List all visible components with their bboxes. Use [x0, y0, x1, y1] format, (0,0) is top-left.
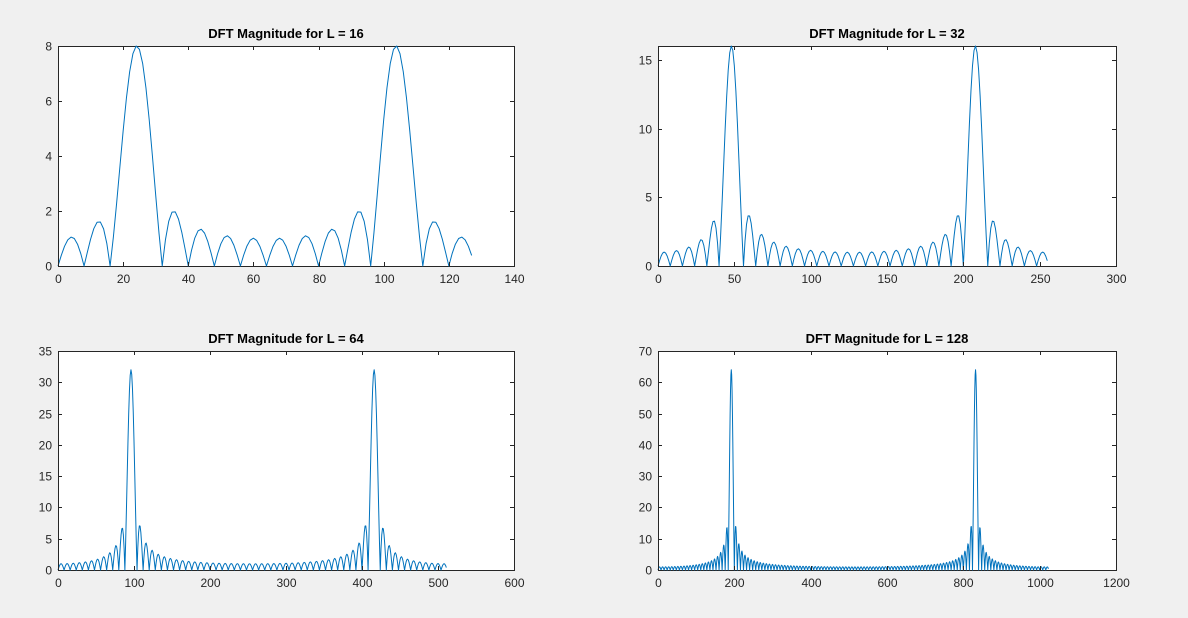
x-tick-label: 600	[877, 576, 897, 590]
series-group	[657, 45, 1048, 267]
x-axis-ticks: 0 20 40 60 80 100 120 140	[55, 46, 525, 286]
y-tick-label: 0	[45, 260, 52, 274]
axes-box	[658, 46, 1117, 267]
x-axis-ticks: 0 200 400 600 800 1000 1200	[655, 351, 1130, 590]
x-tick-label: 800	[953, 576, 973, 590]
x-tick-label: 100	[801, 272, 821, 286]
subplot-l16: DFT Magnitude for L = 16 0 20 40 60 80 100 120…	[45, 26, 525, 286]
x-axis-ticks: 0 50 100 150 200 250 300	[655, 46, 1127, 286]
y-tick-label: 5	[645, 191, 652, 205]
x-tick-label: 0	[55, 272, 62, 286]
chart-title: DFT Magnitude for L = 16	[208, 26, 363, 41]
x-tick-label: 20	[117, 272, 131, 286]
x-tick-label: 200	[953, 272, 973, 286]
y-tick-label: 30	[639, 470, 653, 484]
x-tick-label: 40	[182, 272, 196, 286]
y-axis-ticks: 0 5 10 15	[639, 54, 1116, 274]
chart-title: DFT Magnitude for L = 64	[208, 331, 364, 346]
x-tick-label: 300	[1106, 272, 1126, 286]
x-tick-label: 60	[247, 272, 261, 286]
x-tick-label: 100	[124, 576, 144, 590]
y-tick-label: 4	[45, 150, 52, 164]
x-tick-label: 80	[313, 272, 327, 286]
y-tick-label: 40	[639, 439, 653, 453]
chart-title: DFT Magnitude for L = 128	[806, 331, 969, 346]
x-axis-ticks: 0 100 200 300 400 500 600	[55, 351, 525, 590]
y-tick-label: 15	[639, 54, 653, 68]
x-tick-label: 500	[428, 576, 448, 590]
x-tick-label: 1200	[1103, 576, 1130, 590]
y-tick-label: 35	[39, 345, 53, 359]
x-tick-label: 50	[728, 272, 742, 286]
series-group	[57, 45, 473, 267]
y-tick-label: 60	[639, 376, 653, 390]
x-tick-label: 1000	[1027, 576, 1054, 590]
y-tick-label: 70	[639, 345, 653, 359]
x-tick-label: 0	[55, 576, 62, 590]
y-axis-ticks: 0 2 4 6 8	[45, 40, 514, 274]
x-tick-label: 0	[655, 576, 662, 590]
y-tick-label: 50	[639, 408, 653, 422]
y-tick-label: 8	[45, 40, 52, 54]
y-tick-label: 10	[639, 533, 653, 547]
x-tick-label: 600	[504, 576, 524, 590]
subplot-l32: DFT Magnitude for L = 32 0 50 100 150 200 250…	[639, 26, 1127, 286]
dft-magnitude-line	[57, 369, 447, 571]
subplot-l64: DFT Magnitude for L = 64 0 100 200 300 400 50…	[39, 331, 525, 590]
y-tick-label: 5	[45, 533, 52, 547]
x-tick-label: 250	[1030, 272, 1050, 286]
y-tick-label: 0	[645, 564, 652, 578]
x-tick-label: 200	[724, 576, 744, 590]
y-tick-label: 2	[45, 205, 52, 219]
axes-box	[58, 351, 515, 571]
y-tick-label: 20	[39, 439, 53, 453]
series-group	[57, 369, 447, 571]
y-tick-label: 10	[639, 123, 653, 137]
x-tick-label: 0	[655, 272, 662, 286]
y-axis-ticks: 0 10 20 30 40 50 60 70	[639, 345, 1116, 578]
x-tick-label: 200	[200, 576, 220, 590]
x-tick-label: 140	[504, 272, 524, 286]
y-axis-ticks: 0 5 10 15 20 25 30 35	[39, 345, 514, 578]
y-tick-label: 6	[45, 95, 52, 109]
chart-title: DFT Magnitude for L = 32	[809, 26, 964, 41]
y-tick-label: 20	[639, 501, 653, 515]
dft-magnitude-line	[57, 45, 473, 267]
y-tick-label: 25	[39, 408, 53, 422]
x-tick-label: 150	[877, 272, 897, 286]
y-tick-label: 15	[39, 470, 53, 484]
subplot-l128: DFT Magnitude for L = 128 0 200 400 600 800 1…	[639, 331, 1131, 590]
y-tick-label: 30	[39, 376, 53, 390]
series-group	[657, 369, 1049, 571]
x-tick-label: 120	[439, 272, 459, 286]
x-tick-label: 400	[801, 576, 821, 590]
x-tick-label: 400	[352, 576, 372, 590]
axes-box	[58, 46, 515, 267]
x-tick-label: 300	[276, 576, 296, 590]
y-tick-label: 0	[645, 260, 652, 274]
axes-box	[658, 351, 1117, 571]
dft-magnitude-line	[657, 369, 1049, 571]
y-tick-label: 0	[45, 564, 52, 578]
y-tick-label: 10	[39, 501, 53, 515]
dft-magnitude-line	[657, 45, 1048, 267]
x-tick-label: 100	[374, 272, 394, 286]
